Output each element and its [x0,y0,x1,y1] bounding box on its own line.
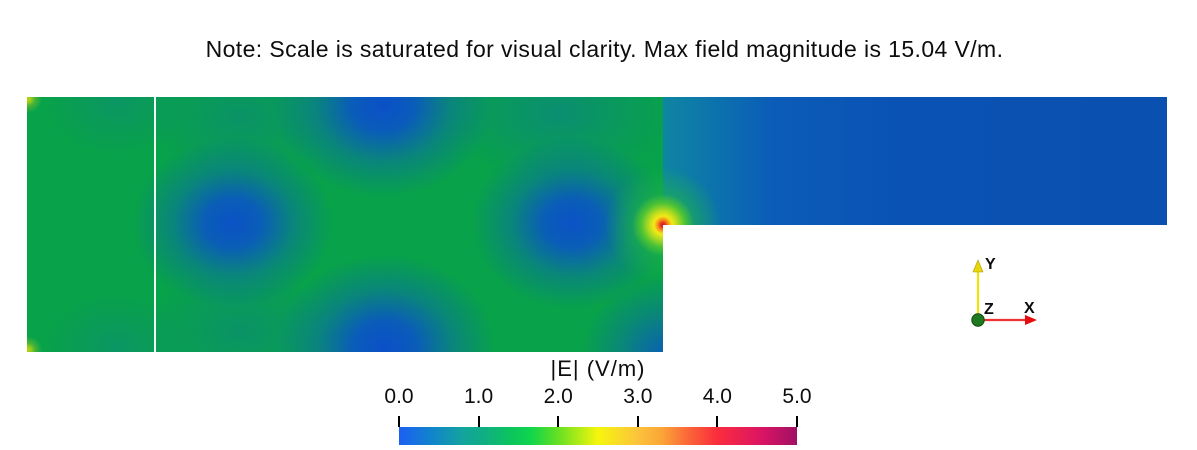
y-axis-label: Y [985,256,996,273]
colorbar-tick-label-1: 1.0 [463,385,494,408]
port-boundary-line [154,97,156,352]
colorbar-tick-mark [796,416,798,427]
field-magnitude-plot [27,97,1167,352]
colorbar-tick-mark [716,416,719,427]
colorbar-tick-label-4: 4.0 [702,385,732,408]
corner-singularity-hotspot [603,165,723,285]
colorbar-tick-mark [398,416,400,427]
scale-note-text: Note: Scale is saturated for visual clar… [205,36,1004,62]
orientation-axes-widget: Y Z X [971,256,1037,327]
z-axis-origin-dot-icon [971,313,985,327]
y-axis-arrowhead-icon [972,259,984,273]
x-axis-arrowhead-icon [1025,315,1037,325]
colorbar-tick-label-2: 2.0 [543,385,573,408]
colorbar-tick-mark [557,416,560,427]
waveguide-wide-section-heatmap [27,97,663,352]
waveguide-narrow-section-heatmap [663,97,1167,225]
colorbar-tick-mark [636,416,639,427]
colorbar-tick-label-3: 3.0 [623,385,653,408]
x-axis-label: X [1024,300,1035,317]
colorbar-title: |E| (V/m) [550,356,646,381]
z-axis-label: Z [984,301,994,318]
colorbar-tick-label-5: 5.0 [782,385,812,408]
colorbar: |E| (V/m) 0.0 1.0 2.0 3.0 4.0 5.0 [384,356,812,448]
colorbar-tick-mark [477,416,480,427]
colorbar-gradient-bar [399,427,797,445]
colorbar-tick-label-0: 0.0 [384,385,414,408]
